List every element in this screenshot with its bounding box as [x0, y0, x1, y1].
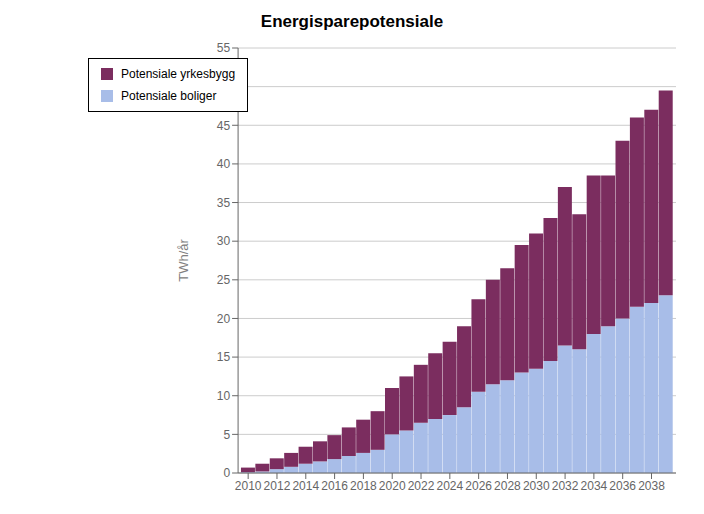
svg-text:2026: 2026	[465, 479, 492, 493]
svg-text:TWh/år: TWh/år	[176, 239, 191, 282]
svg-text:55: 55	[217, 41, 231, 55]
svg-text:2016: 2016	[321, 479, 348, 493]
svg-text:10: 10	[217, 389, 231, 403]
svg-text:2014: 2014	[292, 479, 319, 493]
svg-text:35: 35	[217, 196, 231, 210]
svg-text:25: 25	[217, 273, 231, 287]
svg-text:30: 30	[217, 234, 231, 248]
svg-text:2036: 2036	[609, 479, 636, 493]
html-text:Energisparepotensiale: Energisparepotensiale	[260, 12, 444, 31]
svg-text:50: 50	[217, 80, 231, 94]
svg-text:2018: 2018	[350, 479, 377, 493]
svg-text:45: 45	[217, 119, 231, 133]
svg-text:2030: 2030	[523, 479, 550, 493]
svg-text:2034: 2034	[581, 479, 608, 493]
svg-text:2028: 2028	[494, 479, 521, 493]
svg-text:2020: 2020	[379, 479, 406, 493]
svg-text:2022: 2022	[408, 479, 435, 493]
svg-text:2032: 2032	[552, 479, 579, 493]
svg-text:0: 0	[223, 466, 230, 480]
html-text:Potensiale boliger: Potensiale boliger	[121, 89, 217, 103]
svg-text:20: 20	[217, 312, 231, 326]
svg-text:15: 15	[217, 350, 231, 364]
svg-text:2024: 2024	[436, 479, 463, 493]
svg-text:40: 40	[217, 157, 231, 171]
svg-text:2010: 2010	[235, 479, 262, 493]
html-text:Potensiale yrkesbygg: Potensiale yrkesbygg	[121, 67, 236, 81]
svg-text:2012: 2012	[264, 479, 291, 493]
svg-text:2038: 2038	[638, 479, 665, 493]
svg-text:5: 5	[223, 428, 230, 442]
